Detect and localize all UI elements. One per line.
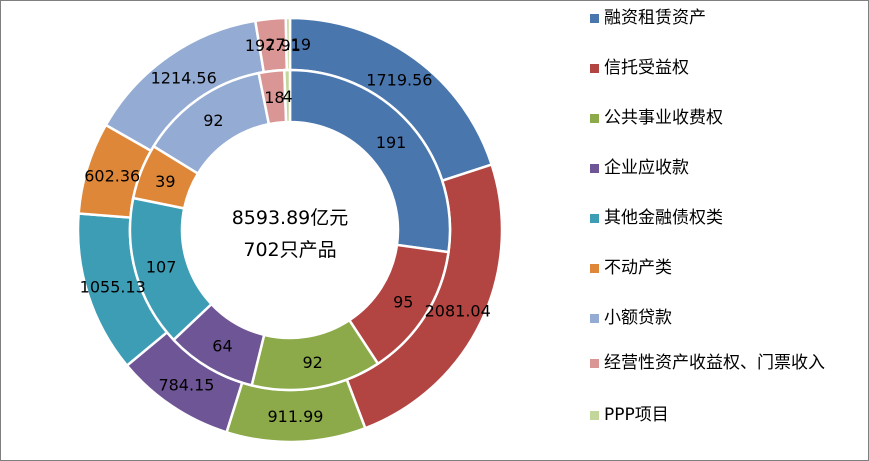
- legend-swatch-7: [590, 359, 599, 368]
- outer-ring-label-6: 1214.56: [151, 68, 217, 87]
- legend-swatch-0: [590, 14, 599, 23]
- legend-label-6: 小额贷款: [604, 308, 672, 328]
- legend-label-3: 企业应收款: [604, 158, 689, 178]
- legend-item-4: 其他金融债权类: [590, 208, 864, 229]
- legend-item-7: 经营性资产收益权、门票收入: [590, 353, 864, 374]
- outer-ring-label-1: 2081.04: [425, 301, 491, 320]
- legend-label-0: 融资租赁资产: [604, 8, 706, 28]
- legend-label-4: 其他金融债权类: [604, 208, 723, 228]
- legend-swatch-6: [590, 314, 599, 323]
- inner-ring-label-8: 4: [283, 87, 293, 106]
- legend-item-1: 信托受益权: [590, 58, 864, 79]
- center-count-text: 702只产品: [243, 239, 336, 261]
- inner-ring-label-3: 64: [212, 337, 232, 356]
- inner-ring-label-7: 18: [264, 88, 284, 107]
- legend-item-3: 企业应收款: [590, 158, 864, 179]
- inner-ring-label-5: 39: [155, 172, 175, 191]
- inner-ring-label-6: 92: [203, 111, 223, 130]
- outer-ring-label-4: 1055.13: [80, 277, 146, 296]
- legend-label-5: 不动产类: [604, 258, 672, 278]
- outer-ring-label-7: 197.91: [245, 36, 301, 55]
- inner-ring-label-2: 92: [302, 353, 322, 372]
- outer-ring-label-2: 911.99: [267, 407, 323, 426]
- legend-item-2: 公共事业收费权: [590, 108, 864, 129]
- outer-ring-label-5: 602.36: [84, 166, 140, 185]
- legend-swatch-2: [590, 114, 599, 123]
- legend-label-8: PPP项目: [604, 405, 669, 425]
- inner-ring-label-0: 191: [376, 133, 407, 152]
- legend-item-6: 小额贷款: [590, 308, 864, 329]
- inner-ring-slice-8: [282, 68, 292, 124]
- legend-swatch-5: [590, 264, 599, 273]
- legend-swatch-3: [590, 164, 599, 173]
- center-total-text: 8593.89亿元: [232, 207, 349, 229]
- outer-ring-label-3: 784.15: [158, 375, 214, 394]
- donut-chart: 1719.56 2081.04 911.99 784.15 1055.13 602.36 1…: [76, 16, 504, 444]
- outer-ring-label-0: 1719.56: [366, 71, 432, 90]
- legend-item-5: 不动产类: [590, 258, 864, 279]
- inner-ring-label-1: 95: [393, 293, 413, 312]
- legend-label-2: 公共事业收费权: [604, 108, 723, 128]
- inner-ring-label-4: 107: [146, 258, 177, 277]
- legend-label-1: 信托受益权: [604, 58, 689, 78]
- legend-item-8: PPP项目: [590, 405, 864, 426]
- legend-swatch-4: [590, 214, 599, 223]
- legend-swatch-1: [590, 64, 599, 73]
- outer-ring-label-8: 27.19: [265, 35, 311, 54]
- inner-ring: [128, 68, 452, 392]
- legend-swatch-8: [590, 411, 599, 420]
- legend-item-0: 融资租赁资产: [590, 8, 864, 29]
- data-labels: 1719.56 2081.04 911.99 784.15 1055.13 602.36 1…: [80, 35, 491, 426]
- legend-label-7: 经营性资产收益权、门票收入: [604, 353, 825, 373]
